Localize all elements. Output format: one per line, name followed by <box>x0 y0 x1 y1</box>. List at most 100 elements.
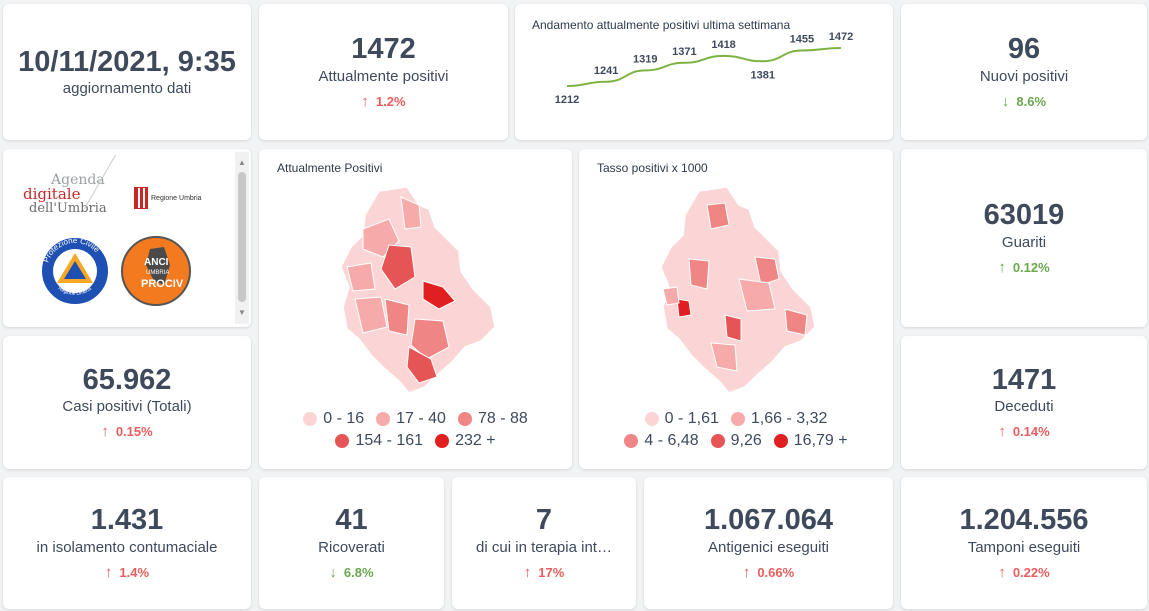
legend-item: 1,66 - 3,32 <box>730 410 827 428</box>
region-zone-g <box>384 298 410 336</box>
kpi-guariti: 63019 Guariti ↑ 0.12% <box>901 149 1147 327</box>
region-zone-e <box>406 346 438 384</box>
region-zone-h <box>346 262 376 292</box>
kpi-change: ↑ 0.15% <box>101 423 153 441</box>
kpi-label: Nuovi positivi <box>979 67 1069 85</box>
region-zone-f <box>354 296 388 334</box>
map-positivi-card: Attualmente Positivi 0 - 16 17 - 40 78 -… <box>259 149 572 469</box>
kpi-value: 96 <box>1007 33 1041 66</box>
region-zone-b <box>380 244 416 290</box>
legend-item: 0 - 1,61 <box>644 410 719 428</box>
legend-item: 4 - 6,48 <box>624 432 699 450</box>
legend-item: 154 - 161 <box>335 432 423 450</box>
kpi-label: Tamponi eseguiti <box>967 538 1081 556</box>
region-zone-c <box>676 298 692 318</box>
arrow-up-icon: ↑ <box>742 563 751 581</box>
trend-chart-card: Andamento attualmente positivi ultima se… <box>515 4 893 140</box>
kpi-label: Attualmente positivi <box>318 67 449 85</box>
arrow-up-icon: ↑ <box>523 563 532 581</box>
kpi-change: ↓ 6.8% <box>329 563 374 581</box>
kpi-deceduti: 1471 Deceduti ↑ 0.14% <box>901 336 1147 469</box>
kpi-value: 1.067.064 <box>703 504 833 537</box>
umbria-map-tasso <box>660 186 816 394</box>
region-zone-b <box>754 256 780 286</box>
logos-card[interactable]: Agenda digitale dell'Umbria Regione Umbr… <box>3 149 251 327</box>
kpi-label: di cui in terapia int… <box>476 538 612 556</box>
kpi-label: Antigenici eseguiti <box>708 538 829 556</box>
region-zone-i <box>662 286 680 306</box>
kpi-change: ↑ 0.12% <box>998 258 1050 276</box>
map-tasso-card: Tasso positivi x 1000 0 - 1,61 1,66 - 3,… <box>579 149 893 469</box>
logos-scrollbar[interactable]: ▲ ▼ <box>235 152 249 324</box>
region-zone-h <box>710 342 738 372</box>
svg-text:UMBRIA: UMBRIA <box>146 270 169 276</box>
kpi-value: 41 <box>335 504 368 537</box>
map-positivi-title: Attualmente Positivi <box>277 161 383 175</box>
kpi-label: in isolamento contumaciale <box>36 538 218 556</box>
kpi-ricoverati: 41 Ricoverati ↓ 6.8% <box>259 477 444 609</box>
arrow-up-icon: ↑ <box>361 92 369 110</box>
kpi-label: Guariti <box>1001 233 1047 251</box>
kpi-label: Casi positivi (Totali) <box>62 398 192 416</box>
kpi-value: 7 <box>535 504 553 537</box>
map-tasso-legend: 0 - 1,61 1,66 - 3,32 4 - 6,48 9,26 16,79… <box>579 410 893 450</box>
anci-umbria-prociv-logo: ANCI UMBRIA PROCIV <box>121 236 191 306</box>
region-zone-e <box>724 314 742 342</box>
legend-item: 17 - 40 <box>376 410 446 428</box>
trend-data-label: 1381 <box>750 69 774 81</box>
umbria-map-positivi <box>340 186 496 394</box>
scroll-down-icon[interactable]: ▼ <box>238 308 246 317</box>
kpi-label: Ricoverati <box>318 538 385 556</box>
kpi-label: Deceduti <box>994 398 1054 416</box>
trend-line <box>566 47 842 87</box>
region-zone-d <box>410 318 450 360</box>
legend-item: 232 + <box>435 432 496 450</box>
kpi-value: 1471 <box>991 363 1057 396</box>
trend-chart: 1212 1241 1319 1371 1418 1381 1455 1472 <box>555 31 853 106</box>
trend-data-label: 1371 <box>672 46 696 58</box>
kpi-change: ↑ 0.22% <box>998 563 1050 581</box>
svg-text:PROCIV: PROCIV <box>141 278 184 290</box>
region-zone-i <box>400 196 422 230</box>
trend-title: Andamento attualmente positivi ultima se… <box>532 18 791 32</box>
kpi-change: ↑ 0.14% <box>998 423 1050 441</box>
map-positivi-legend: 0 - 16 17 - 40 78 - 88 154 - 161 232 + <box>259 410 572 450</box>
arrow-down-icon: ↓ <box>1001 92 1010 110</box>
trend-data-label: 1455 <box>790 33 814 45</box>
regione-umbria-emblem-icon <box>134 187 148 209</box>
agenda-digitale-logo: Agenda digitale dell'Umbria <box>23 172 107 216</box>
legend-item: 9,26 <box>710 432 762 450</box>
kpi-isolamento: 1.431 in isolamento contumaciale ↑ 1.4% <box>3 477 251 609</box>
map-tasso-title: Tasso positivi x 1000 <box>597 161 708 175</box>
arrow-up-icon: ↑ <box>998 563 1006 581</box>
scroll-up-icon[interactable]: ▲ <box>238 158 246 167</box>
region-outline <box>660 186 816 394</box>
protezione-civile-logo: Protezione Civile Regione Umbria <box>40 236 110 306</box>
legend-item: 16,79 + <box>773 432 848 450</box>
kpi-terapia-intensiva: 7 di cui in terapia int… ↑ 17% <box>452 477 636 609</box>
update-card: 10/11/2021, 9:35 aggiornamento dati <box>3 4 251 140</box>
svg-text:Regione Umbria: Regione Umbria <box>57 286 93 298</box>
region-zone-d <box>688 258 710 290</box>
region-zone-c <box>422 280 456 310</box>
legend-item: 78 - 88 <box>457 410 528 428</box>
arrow-up-icon: ↑ <box>101 423 109 441</box>
arrow-up-icon: ↑ <box>104 563 113 581</box>
region-zone-g <box>738 278 776 312</box>
arrow-up-icon: ↑ <box>998 258 1006 276</box>
kpi-change: ↑ 17% <box>523 563 565 581</box>
trend-data-label: 1212 <box>555 94 579 106</box>
legend-item: 0 - 16 <box>303 410 364 428</box>
kpi-value: 1472 <box>351 33 416 66</box>
scroll-thumb[interactable] <box>238 172 246 302</box>
kpi-tamponi: 1.204.556 Tamponi eseguiti ↑ 0.22% <box>901 477 1147 609</box>
kpi-antigenici: 1.067.064 Antigenici eseguiti ↑ 0.66% <box>644 477 893 609</box>
update-label: aggiornamento dati <box>62 80 192 98</box>
trend-data-label: 1241 <box>594 65 618 77</box>
kpi-casi-totali: 65.962 Casi positivi (Totali) ↑ 0.15% <box>3 336 251 469</box>
update-datetime: 10/11/2021, 9:35 <box>18 45 236 78</box>
kpi-value: 63019 <box>983 199 1065 232</box>
region-zone-a <box>706 202 730 230</box>
kpi-change: ↑ 0.66% <box>742 563 795 581</box>
kpi-value: 1.204.556 <box>959 504 1089 537</box>
